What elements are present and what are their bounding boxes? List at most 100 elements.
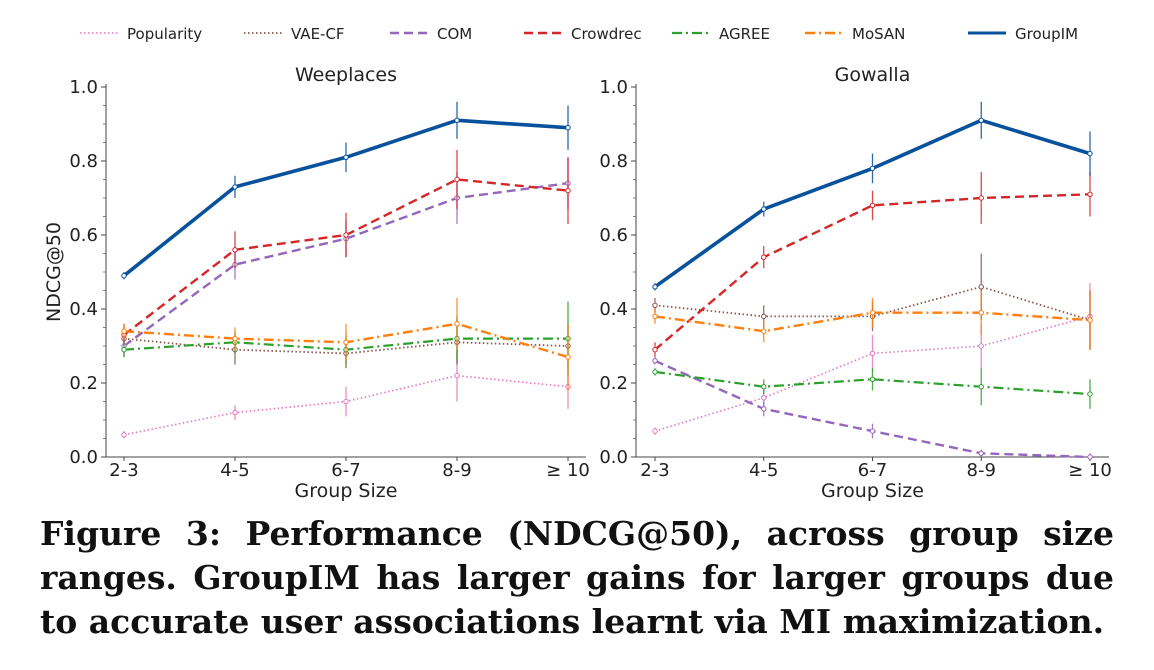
y-tick-label: 0.2 (599, 373, 628, 394)
data-point (978, 343, 984, 349)
y-tick-label: 0.8 (599, 151, 628, 172)
data-point (978, 384, 984, 390)
chart-title: Weeplaces (295, 64, 397, 86)
data-point (565, 354, 571, 360)
series-crowdrec (652, 172, 1093, 358)
data-point (565, 125, 571, 131)
x-axis-label: Group Size (295, 480, 398, 502)
data-point (121, 328, 127, 334)
data-point (978, 310, 984, 316)
data-point (978, 284, 984, 290)
data-point (652, 428, 658, 434)
x-tick-label: 8-9 (967, 460, 996, 481)
y-tick-label: 0.4 (599, 299, 628, 320)
data-point (232, 247, 238, 253)
y-tick-label: 0.6 (599, 225, 628, 246)
data-point (761, 313, 767, 320)
y-tick-label: 0.4 (69, 299, 98, 320)
data-point (121, 347, 127, 353)
data-point (1087, 391, 1093, 397)
data-point (978, 195, 984, 201)
legend-label-vae-cf: VAE-CF (291, 25, 345, 43)
figure-caption: Figure 3: Performance (NDCG@50), across … (40, 514, 1114, 641)
y-tick-label: 0.2 (69, 373, 98, 394)
data-point (454, 117, 460, 124)
y-tick-label: 0.6 (69, 225, 98, 246)
x-tick-label: ≥ 10 (546, 460, 590, 481)
y-tick-label: 1.0 (599, 77, 628, 98)
x-tick-label: 6-7 (331, 460, 360, 481)
data-point (761, 406, 767, 412)
data-point (652, 369, 658, 375)
series-crowdrec (121, 149, 571, 346)
data-point (343, 232, 349, 238)
y-tick-label: 0.0 (599, 447, 628, 468)
x-tick-label: 4-5 (749, 460, 778, 481)
data-point (761, 206, 767, 212)
series-mosan (652, 290, 1093, 350)
data-point (652, 358, 658, 364)
legend-item-popularity: Popularity (80, 25, 202, 43)
chart-panel-weeplaces: 0.0 0.2 0.4 0.6 0.8 1.0 2-3 4-5 6-7 8-9 ≥ 10 Weepla… (43, 64, 590, 502)
chart-legend: Popularity VAE-CF COM Crowdrec AGREE MoSAN Gro… (80, 25, 1078, 43)
series-com (652, 357, 1093, 461)
chart-panel-gowalla: 0.0 0.2 0.4 0.6 0.8 1.0 2-3 4-5 6-7 8-9 ≥ 10 Gowall… (599, 64, 1112, 502)
x-axis-label: Group Size (821, 480, 924, 502)
legend-label-agree: AGREE (719, 25, 770, 43)
data-point (1087, 317, 1093, 323)
data-point (232, 335, 238, 342)
legend-item-crowdrec: Crowdrec (524, 25, 642, 43)
data-point (869, 350, 876, 357)
legend-label-groupim: GroupIM (1015, 25, 1078, 43)
x-tick-label: 2-3 (109, 460, 138, 481)
data-point (978, 117, 984, 124)
legend-label-crowdrec: Crowdrec (571, 25, 642, 43)
data-point (869, 310, 876, 316)
x-tick-label: 4-5 (220, 460, 249, 481)
legend-item-vae-cf: VAE-CF (244, 25, 345, 43)
data-point (652, 284, 658, 290)
series-groupim (652, 101, 1093, 291)
data-point (454, 176, 460, 183)
series-groupim (121, 101, 571, 280)
data-point (761, 395, 767, 401)
series-line-com (123, 182, 569, 347)
data-point (454, 321, 460, 327)
data-point (1087, 150, 1093, 157)
legend-label-popularity: Popularity (127, 25, 202, 43)
legend-label-com: COM (437, 25, 472, 43)
chart-title: Gowalla (835, 64, 911, 86)
data-point (1087, 191, 1093, 198)
data-point (869, 165, 876, 172)
legend-label-mosan: MoSAN (852, 25, 905, 43)
legend-item-groupim: GroupIM (968, 25, 1078, 43)
legend-item-com: COM (390, 25, 472, 43)
series-line-agree (654, 370, 1091, 396)
data-point (652, 347, 658, 353)
data-point (454, 372, 460, 379)
series-line-vae-cf (654, 285, 1091, 321)
data-point (565, 187, 571, 194)
data-point (1087, 454, 1093, 460)
legend-item-mosan: MoSAN (805, 25, 905, 43)
data-point (343, 339, 349, 345)
legend-item-agree: AGREE (672, 25, 770, 43)
x-tick-label: 6-7 (858, 460, 887, 481)
data-point (652, 313, 658, 320)
series-agree (652, 368, 1093, 409)
series-line-crowdrec (123, 178, 569, 336)
data-point (343, 398, 349, 405)
data-point (343, 154, 349, 161)
data-point (761, 328, 767, 334)
x-tick-label: 8-9 (442, 460, 471, 481)
data-point (652, 302, 658, 308)
data-point (978, 450, 984, 456)
data-point (869, 202, 876, 209)
data-point (869, 428, 876, 434)
data-point (232, 409, 238, 416)
data-point (761, 254, 767, 260)
y-tick-label: 0.0 (69, 447, 98, 468)
series-mosan (121, 297, 571, 391)
data-point (869, 376, 876, 382)
y-tick-label: 0.8 (69, 151, 98, 172)
